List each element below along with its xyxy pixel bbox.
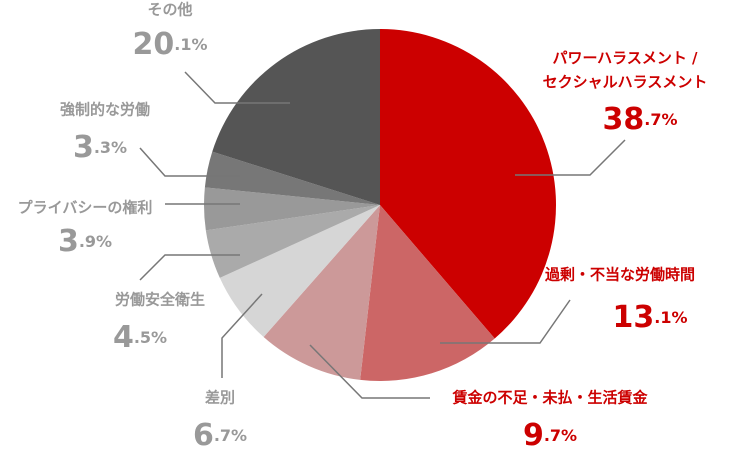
value-label: 38.7%	[603, 102, 678, 137]
category-label: 労働安全衛生	[115, 291, 205, 309]
category-label: パワーハラスメント /セクシャルハラスメント	[543, 49, 708, 91]
pie-slice	[360, 205, 495, 382]
category-label: 差別	[205, 389, 235, 407]
value-label: 3.3%	[73, 130, 127, 165]
category-label: 過剰・不当な労働時間	[544, 266, 695, 284]
category-label: 賃金の不足・未払・生活賃金	[451, 389, 648, 407]
pie-slice	[380, 29, 556, 339]
pie-slice	[219, 205, 380, 338]
value-label: 3.9%	[58, 224, 112, 259]
category-label: その他	[147, 1, 192, 19]
pie-slice	[204, 187, 380, 231]
leader-line	[139, 254, 240, 281]
value-label: 13.1%	[613, 300, 688, 335]
leader-line	[309, 344, 430, 399]
value-label: 20.1%	[133, 27, 208, 62]
leader-line	[440, 299, 571, 344]
category-label: プライバシーの権利	[18, 199, 153, 217]
leader-line	[515, 139, 626, 176]
value-label: 9.7%	[523, 418, 577, 453]
pie-slice	[212, 29, 380, 205]
pie-slice	[263, 205, 380, 380]
leader-line	[221, 293, 263, 378]
value-label: 4.5%	[113, 320, 167, 355]
category-label: 強制的な労働	[60, 101, 150, 119]
leader-line	[139, 147, 240, 177]
leader-line	[184, 71, 290, 104]
pie-slice	[205, 205, 380, 278]
pie-slice	[204, 151, 380, 205]
value-label: 6.7%	[193, 418, 247, 453]
